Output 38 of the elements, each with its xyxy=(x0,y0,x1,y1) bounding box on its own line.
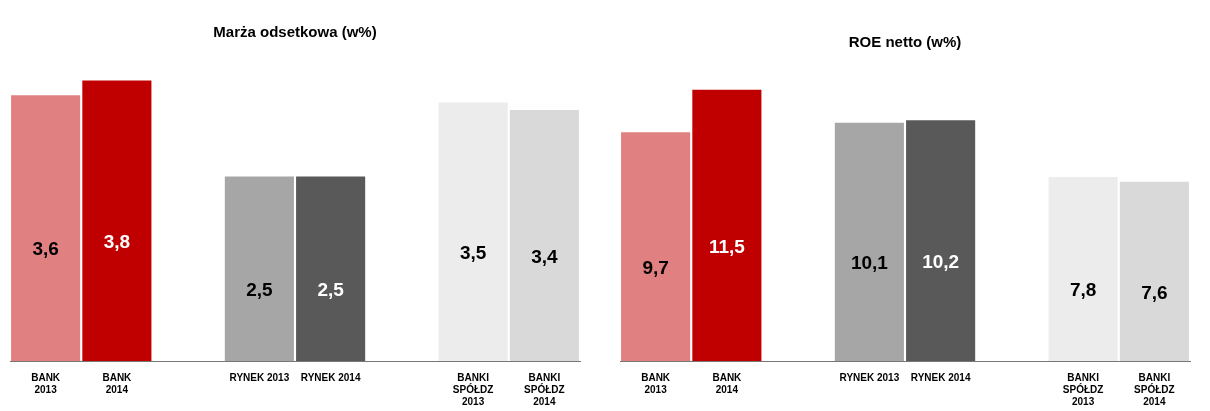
x-tick-label: BANK 2014 xyxy=(102,371,133,395)
x-tick-label: RYNEK 2013 xyxy=(839,371,900,383)
data-label: 10,2 xyxy=(922,250,960,272)
x-tick-label: RYNEK 2013 xyxy=(229,371,290,383)
x-tick-label: BANK 2013 xyxy=(641,371,671,395)
data-label: 3,6 xyxy=(32,238,59,260)
data-label: 3,4 xyxy=(531,245,559,267)
bar xyxy=(509,109,579,361)
bar xyxy=(11,95,81,361)
data-label: 3,8 xyxy=(103,230,131,252)
x-tick-label: BANKI SPÓŁDZ 2014 xyxy=(1134,371,1175,407)
bar xyxy=(1048,176,1118,361)
bar xyxy=(906,120,976,361)
data-label: 7,8 xyxy=(1069,279,1097,301)
bar xyxy=(438,102,508,361)
data-label: 7,6 xyxy=(1141,281,1168,303)
x-tick-label: BANKI SPÓŁDZ 2014 xyxy=(524,371,565,407)
bar xyxy=(224,176,294,361)
x-tick-label: RYNEK 2014 xyxy=(300,371,361,383)
bar xyxy=(296,176,366,361)
bar xyxy=(82,80,152,361)
chart-title: ROE netto (w%) xyxy=(848,33,962,51)
chart-title: Marża odsetkowa (w%) xyxy=(213,23,377,41)
data-label: 9,7 xyxy=(642,256,669,278)
data-label: 10,1 xyxy=(850,252,889,274)
x-tick-label: RYNEK 2014 xyxy=(910,371,971,383)
data-label: 2,5 xyxy=(246,278,274,300)
x-tick-label: BANKI SPÓŁDZ 2013 xyxy=(1062,371,1104,407)
x-tick-label: BANK 2014 xyxy=(712,371,743,395)
x-tick-label: BANK 2013 xyxy=(31,371,61,395)
bar xyxy=(1119,181,1189,361)
bar xyxy=(621,132,691,361)
x-tick-label: BANKI SPÓŁDZ 2013 xyxy=(452,371,494,407)
data-label: 2,5 xyxy=(317,278,345,300)
bar xyxy=(834,122,904,361)
data-label: 3,5 xyxy=(459,242,487,264)
data-label: 11,5 xyxy=(708,235,746,257)
bar xyxy=(692,89,762,361)
